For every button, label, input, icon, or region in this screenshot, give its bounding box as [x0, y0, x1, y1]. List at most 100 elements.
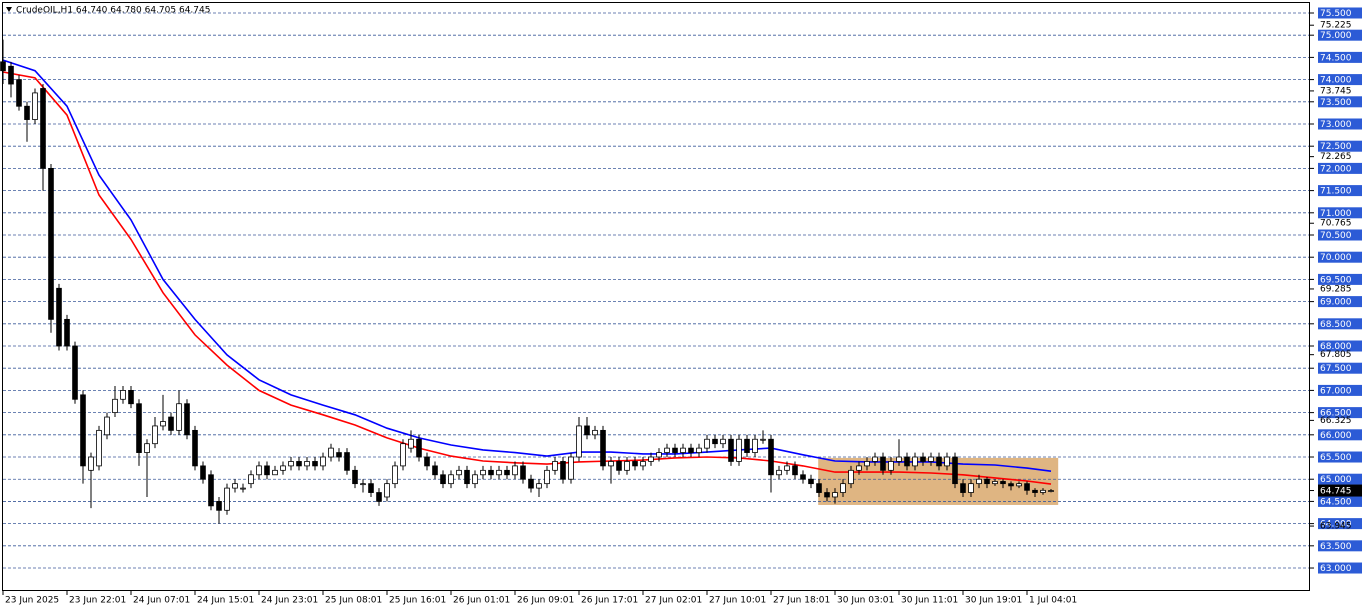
candle-body: [512, 465, 518, 476]
candle-body: [368, 483, 374, 493]
candle-body: [872, 456, 878, 462]
candle-body: [312, 461, 318, 467]
x-tick-label: 25 Jun 16:01: [389, 596, 446, 606]
y-tick-box: [1318, 29, 1362, 41]
candle-body: [280, 465, 286, 471]
candle-body: [880, 456, 886, 471]
y-tick-label: 75.500: [1320, 9, 1352, 19]
candle-body: [1032, 489, 1038, 493]
candle-body: [208, 474, 214, 507]
candle-body: [712, 438, 718, 445]
candle-body: [384, 483, 390, 498]
candle-body: [376, 492, 382, 502]
candle-body: [432, 465, 438, 476]
candle-body: [896, 456, 902, 462]
candle-body: [496, 469, 502, 476]
candle-body: [472, 474, 478, 485]
y-tick-label: 69.500: [1320, 275, 1352, 285]
candle-body: [200, 465, 206, 480]
candle-body: [64, 318, 70, 347]
candle-body: [224, 487, 230, 511]
candle-body: [856, 465, 862, 471]
candle-body: [584, 425, 590, 436]
x-tick-label: 23 Jun 2025: [5, 596, 59, 606]
candle-body: [648, 456, 654, 462]
x-tick-label: 26 Jun 01:01: [453, 596, 510, 606]
candle-body: [784, 465, 790, 471]
candle-body: [944, 456, 950, 467]
y-tick-box: [1318, 495, 1362, 507]
candle-body: [696, 447, 702, 453]
candle-body: [936, 456, 942, 467]
y-tick-box: [1318, 273, 1362, 285]
y-label: 69.285: [1320, 284, 1352, 294]
candle-body: [688, 447, 694, 453]
candle-body: [640, 461, 646, 467]
y-tick-label: 69.000: [1320, 298, 1352, 308]
y-tick-box: [1318, 51, 1362, 63]
y-tick-box: [1318, 384, 1362, 396]
x-tick-label: 27 Jun 10:01: [709, 596, 766, 606]
y-label: 72.265: [1320, 152, 1352, 162]
candle-body: [616, 461, 622, 471]
y-tick-box: [1318, 7, 1362, 19]
candle-body: [568, 456, 574, 480]
candle-body: [232, 483, 238, 489]
candle-body: [528, 478, 534, 489]
candle-body: [104, 416, 110, 436]
candle-body: [8, 65, 14, 85]
candle-body: [680, 447, 686, 453]
candle-body: [728, 438, 734, 462]
candle-body: [264, 465, 270, 476]
y-tick-box: [1318, 185, 1362, 197]
candle-body: [848, 469, 854, 485]
y-tick-label: 65.500: [1320, 453, 1352, 463]
candle-body: [320, 456, 326, 467]
y-tick-label: 67.000: [1320, 386, 1352, 396]
y-tick-box: [1318, 562, 1362, 574]
candle-body: [352, 469, 358, 485]
y-tick-label: 74.000: [1320, 76, 1352, 86]
candle-body: [992, 481, 998, 485]
candle-body: [520, 465, 526, 480]
candle-body: [408, 438, 414, 449]
y-tick-box: [1318, 162, 1362, 174]
candle-body: [1000, 481, 1006, 485]
candle-body: [608, 461, 614, 467]
y-label: 67.805: [1320, 350, 1352, 360]
candle-body: [544, 469, 550, 485]
y-tick-box: [1318, 207, 1362, 219]
y-tick-label: 73.000: [1320, 120, 1352, 130]
candle-body: [560, 461, 566, 480]
x-tick-label: 24 Jun 15:01: [197, 596, 254, 606]
x-tick-label: 30 Jun 11:01: [901, 596, 958, 606]
candle-body: [632, 461, 638, 467]
y-label: 73.745: [1320, 86, 1352, 96]
y-tick-label: 68.500: [1320, 320, 1352, 330]
candle-body: [832, 492, 838, 498]
y-tick-label: 70.000: [1320, 253, 1352, 263]
y-tick-label: 67.500: [1320, 364, 1352, 374]
y-tick-box: [1318, 362, 1362, 374]
candle-body: [56, 287, 62, 347]
y-tick-box: [1318, 473, 1362, 485]
x-tick-label: 26 Jun 09:01: [517, 596, 574, 606]
candle-body: [984, 478, 990, 485]
candle-body: [464, 469, 470, 485]
candle-body: [792, 465, 798, 476]
candle-body: [480, 469, 486, 476]
x-tick-label: 1 Jul 04:01: [1029, 596, 1077, 606]
candle-body: [400, 443, 406, 467]
candle-body: [736, 438, 742, 462]
candle-body: [576, 425, 582, 458]
x-tick-label: 30 Jun 03:01: [837, 596, 894, 606]
candle-body: [976, 478, 982, 485]
candle-body: [744, 438, 750, 453]
candle-body: [144, 443, 150, 453]
candle-body: [88, 456, 94, 471]
candle-body: [664, 447, 670, 453]
candle-body: [416, 438, 422, 458]
candle-body: [16, 79, 22, 107]
candle-body: [960, 483, 966, 493]
candle-body: [760, 438, 766, 441]
